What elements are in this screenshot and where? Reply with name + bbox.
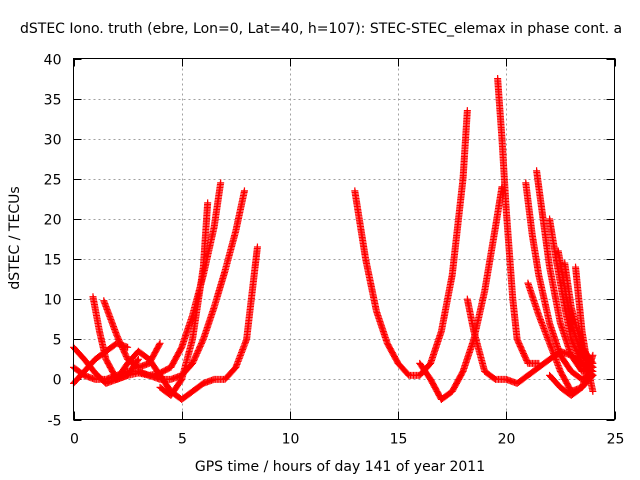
data-point xyxy=(156,339,164,347)
data-point xyxy=(535,359,543,367)
data-point xyxy=(463,107,471,115)
y-tick-label: 20 xyxy=(44,213,62,229)
y-tick-label: 15 xyxy=(44,253,62,269)
x-tick-label: 25 xyxy=(607,432,625,448)
data-series xyxy=(89,293,142,383)
data-point xyxy=(217,179,225,187)
data-series xyxy=(113,243,261,403)
data-points xyxy=(70,75,597,403)
data-point xyxy=(589,351,597,359)
data-series xyxy=(572,263,597,395)
x-axis-label: GPS time / hours of day 141 of year 2011 xyxy=(195,459,485,475)
chart-title: dSTEC Iono. truth (ebre, Lon=0, Lat=40, … xyxy=(20,21,622,37)
y-tick-label: 40 xyxy=(44,53,62,69)
tick-marks xyxy=(73,58,616,421)
grid-lines xyxy=(73,58,615,420)
x-tick-label: 5 xyxy=(178,432,187,448)
data-point xyxy=(134,355,142,363)
y-tick-label: -5 xyxy=(48,414,62,430)
data-series xyxy=(156,199,212,399)
x-tick-label: 10 xyxy=(282,432,300,448)
x-tick-label: 15 xyxy=(390,432,408,448)
data-point xyxy=(589,387,597,395)
data-series xyxy=(494,75,543,367)
y-tick-labels: -5 0 5 10 15 20 25 30 35 40 xyxy=(44,53,62,430)
data-series xyxy=(351,107,471,379)
data-series xyxy=(416,183,506,403)
data-series xyxy=(70,187,248,383)
data-point xyxy=(124,343,132,351)
y-tick-label: 0 xyxy=(53,373,62,389)
data-point xyxy=(155,341,163,349)
y-tick-label: 30 xyxy=(44,133,62,149)
data-point xyxy=(134,357,142,365)
y-tick-label: 10 xyxy=(44,293,62,309)
data-point xyxy=(253,243,261,251)
x-tick-label: 20 xyxy=(498,432,516,448)
x-tick-label: 0 xyxy=(70,432,79,448)
data-point xyxy=(240,187,248,195)
data-series xyxy=(100,297,164,371)
y-tick-label: 25 xyxy=(44,173,62,189)
y-tick-label: 35 xyxy=(44,93,62,109)
y-axis-label: dSTEC / TECUs xyxy=(7,186,23,289)
y-tick-label: 5 xyxy=(53,333,62,349)
plot-frame xyxy=(73,58,615,420)
data-point xyxy=(204,199,212,207)
x-tick-labels: 0 5 10 15 20 25 xyxy=(70,432,624,448)
